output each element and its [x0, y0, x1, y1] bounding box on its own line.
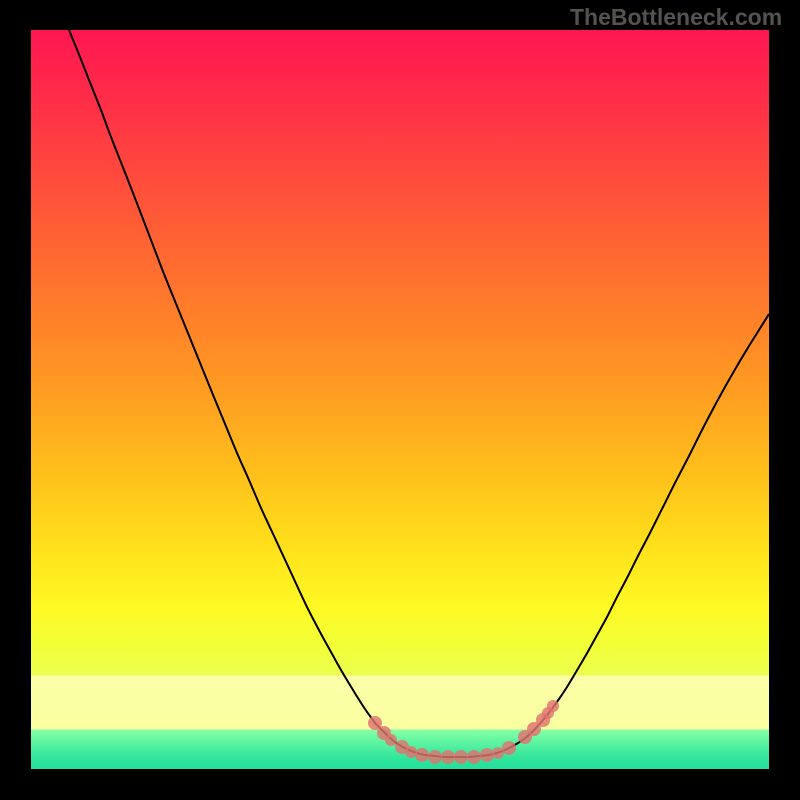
data-marker: [415, 748, 429, 762]
data-marker: [502, 741, 516, 755]
gradient-background: [31, 30, 769, 769]
data-marker: [385, 734, 397, 746]
data-marker: [480, 748, 494, 762]
data-marker: [454, 750, 468, 764]
data-marker: [428, 750, 442, 764]
watermark-text: TheBottleneck.com: [570, 4, 782, 31]
data-marker: [467, 750, 481, 764]
bottleneck-chart: [0, 0, 800, 800]
data-marker: [441, 750, 455, 764]
data-marker: [547, 700, 559, 712]
